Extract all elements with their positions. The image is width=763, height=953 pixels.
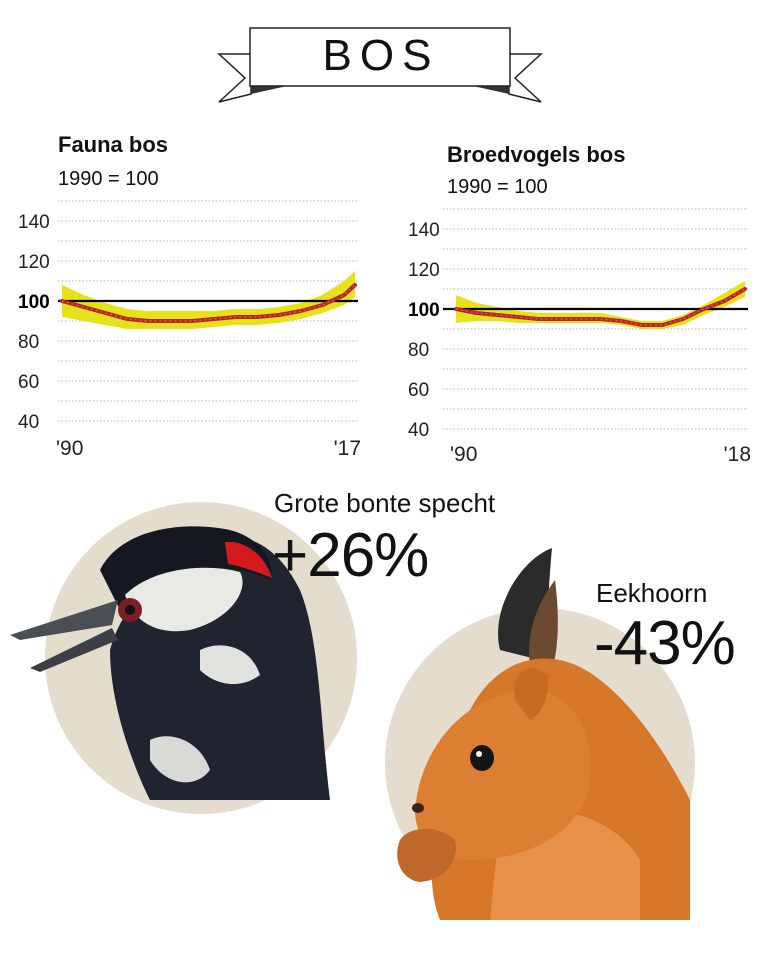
- y-tick-label: 40: [18, 412, 39, 433]
- fauna-bos-chart: Fauna bos 1990 = 100 40 60 80 120 140 100 '90 '…: [0, 120, 380, 470]
- confidence-band: [456, 281, 745, 329]
- woodpecker-illustration: [10, 526, 330, 800]
- y-tick-label: 120: [408, 260, 440, 281]
- series-line-highlight: [455, 288, 746, 326]
- y-tick-label: 80: [408, 340, 429, 361]
- y-tick-label: 60: [408, 380, 429, 401]
- chart-plot: 40 60 80 120 140 100 '90 '18: [408, 208, 751, 466]
- chart-plot: 40 60 80 120 140 100 '90 '17: [18, 200, 361, 460]
- chart-title: Fauna bos: [58, 132, 169, 157]
- reference-label: 100: [408, 300, 440, 321]
- broedvogels-bos-chart: Broedvogels bos 1990 = 100 40 60 80 120 140 1…: [385, 130, 763, 475]
- ribbon-banner: [217, 27, 543, 103]
- x-tick-label: '17: [334, 437, 361, 460]
- reference-label: 100: [18, 292, 50, 313]
- chart-subtitle: 1990 = 100: [58, 168, 159, 190]
- woodpecker-change: +26%: [272, 521, 429, 590]
- y-tick-label: 60: [18, 372, 39, 393]
- y-tick-label: 40: [408, 420, 429, 441]
- y-tick-label: 140: [18, 212, 50, 233]
- squirrel-change: -43%: [594, 609, 736, 678]
- y-tick-label: 80: [18, 332, 39, 353]
- x-tick-label: '90: [56, 437, 83, 460]
- x-tick-label: '90: [450, 443, 477, 466]
- banner-title: BOS: [322, 31, 440, 80]
- woodpecker-name: Grote bonte specht: [274, 488, 496, 518]
- chart-subtitle: 1990 = 100: [447, 176, 548, 198]
- y-tick-label: 140: [408, 220, 440, 241]
- x-tick-label: '18: [724, 443, 751, 466]
- y-tick-label: 120: [18, 252, 50, 273]
- squirrel-illustration: [397, 548, 690, 920]
- squirrel-name: Eekhoorn: [596, 578, 708, 608]
- series-line-highlight: [61, 284, 356, 322]
- chart-title: Broedvogels bos: [447, 142, 626, 167]
